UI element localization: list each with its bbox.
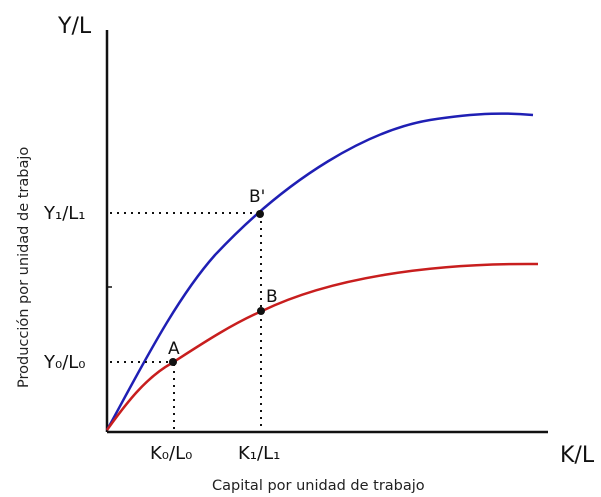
point-a-marker [169,358,177,366]
upper-production-curve [105,112,534,431]
point-a-label: A [168,339,180,359]
point-b-label: B [266,287,278,307]
y-axis-description: Producción por unidad de trabajo [16,147,32,388]
x-axis-title: K/L [560,443,595,468]
x-tick-label-left: K₀/L₀ [150,443,192,464]
point-b-prime-marker [256,210,264,218]
y-tick-label-high: Y₁/L₁ [43,203,86,224]
lower-production-curve [105,262,539,431]
y-axis-title: Y/L [57,14,92,39]
point-b-marker [257,307,265,315]
point-b-prime-label: B' [249,187,265,207]
x-axis-description: Capital por unidad de trabajo [212,478,425,494]
x-tick-label-right: K₁/L₁ [238,443,280,464]
y-tick-label-low: Y₀/L₀ [43,352,86,373]
